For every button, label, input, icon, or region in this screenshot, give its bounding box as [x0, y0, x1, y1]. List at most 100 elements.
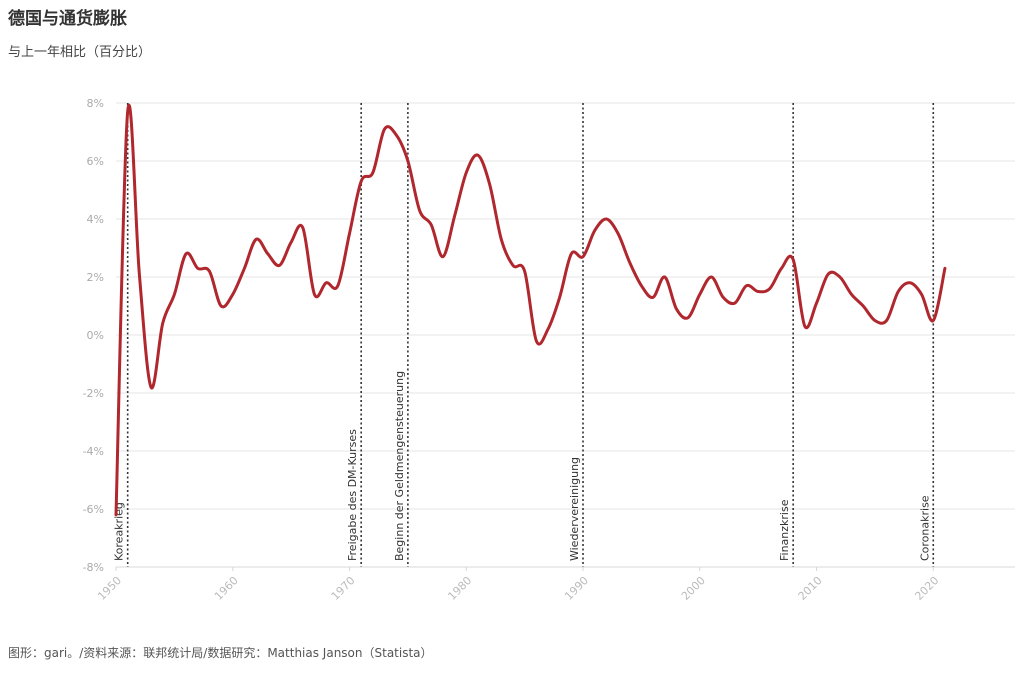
data-point — [627, 260, 633, 266]
data-point — [498, 236, 504, 242]
data-point — [673, 306, 679, 312]
data-point — [440, 254, 446, 260]
event-label: Koreakrieg — [113, 502, 126, 561]
data-point — [311, 291, 317, 297]
data-point — [171, 291, 177, 297]
data-point — [778, 265, 784, 271]
data-point — [405, 158, 411, 164]
x-axis-ticks: 1950 1960 1970 1980 1990 2000 2010 2020 — [95, 567, 941, 603]
data-point — [253, 236, 259, 242]
data-point — [510, 262, 516, 268]
source-footer: 图形：gari。/资料来源：联邦统计局/数据研究：Matthias Janson… — [8, 646, 433, 660]
data-point — [662, 274, 668, 280]
data-point — [708, 274, 714, 280]
chart-title: 德国与通货膨胀 — [8, 9, 127, 29]
y-tick-label: -6% — [83, 503, 104, 516]
data-point — [720, 294, 726, 300]
data-point — [942, 265, 948, 271]
data-point — [136, 271, 142, 277]
y-axis-ticks: -8% -6% -4% -2% 0% 2% 4% 6% 8% — [83, 97, 104, 574]
series-layer — [113, 103, 948, 518]
y-tick-label: -8% — [83, 561, 104, 574]
data-point — [125, 109, 131, 115]
data-point — [767, 286, 773, 292]
data-point — [358, 178, 364, 184]
data-point — [802, 323, 808, 329]
data-point — [475, 152, 481, 158]
data-point — [276, 262, 282, 268]
x-tick-label: 1990 — [562, 574, 591, 603]
data-point — [545, 326, 551, 332]
data-point — [347, 231, 353, 237]
data-point — [603, 216, 609, 222]
data-point — [428, 222, 434, 228]
event-label: Freigabe des DM-Kurses — [346, 429, 359, 561]
y-tick-label: 4% — [87, 213, 104, 226]
event-markers: Koreakrieg Freigabe des DM-Kurses Beginn d… — [113, 103, 935, 567]
data-point — [370, 170, 376, 176]
data-point — [849, 291, 855, 297]
chart-subtitle: 与上一年相比（百分比） — [8, 45, 152, 60]
data-point — [522, 268, 528, 274]
series-line-inflation — [114, 103, 947, 517]
event-label: Beginn der Geldmengensteuerung — [393, 371, 406, 561]
data-point — [580, 254, 586, 260]
data-point — [183, 251, 189, 257]
data-point — [265, 251, 271, 257]
data-point — [241, 265, 247, 271]
x-tick-label: 1950 — [95, 574, 124, 603]
data-point — [417, 207, 423, 213]
data-point — [160, 320, 166, 326]
x-tick-label: 2020 — [912, 574, 941, 603]
x-tick-label: 2010 — [796, 574, 825, 603]
y-tick-label: 2% — [87, 271, 104, 284]
data-point — [533, 338, 539, 344]
y-tick-label: -2% — [83, 387, 104, 400]
data-point — [615, 231, 621, 237]
x-tick-label: 1980 — [445, 574, 474, 603]
data-point — [113, 512, 119, 518]
data-point — [638, 283, 644, 289]
data-point — [860, 303, 866, 309]
data-point — [814, 300, 820, 306]
data-point — [685, 315, 691, 321]
y-tick-label: -4% — [83, 445, 104, 458]
data-point — [382, 126, 388, 132]
y-tick-label: 8% — [87, 97, 104, 110]
data-point — [930, 318, 936, 324]
grid-lines — [116, 102, 1015, 568]
x-tick-label: 1970 — [329, 574, 358, 603]
data-point — [884, 318, 890, 324]
data-point — [732, 300, 738, 306]
data-point — [452, 213, 458, 219]
data-point — [790, 257, 796, 263]
data-point — [463, 170, 469, 176]
data-point — [872, 318, 878, 324]
data-point — [650, 294, 656, 300]
x-tick-label: 2000 — [679, 574, 708, 603]
data-point — [288, 239, 294, 245]
data-point — [568, 251, 574, 257]
data-point — [743, 283, 749, 289]
data-point — [755, 289, 761, 295]
data-point — [487, 181, 493, 187]
data-point — [300, 225, 306, 231]
y-tick-label: 0% — [87, 329, 104, 342]
data-point — [697, 291, 703, 297]
y-tick-label: 6% — [87, 155, 104, 168]
event-label: Wiedervereinigung — [568, 457, 581, 561]
data-point — [592, 228, 598, 234]
data-point — [837, 274, 843, 280]
data-point — [919, 291, 925, 297]
data-point — [206, 268, 212, 274]
data-point — [335, 283, 341, 289]
data-point — [907, 280, 913, 286]
data-point — [825, 271, 831, 277]
data-point — [218, 303, 224, 309]
data-point — [148, 384, 154, 390]
event-label: Coronakrise — [918, 495, 931, 561]
data-point — [195, 265, 201, 271]
data-point — [557, 294, 563, 300]
data-point — [230, 291, 236, 297]
